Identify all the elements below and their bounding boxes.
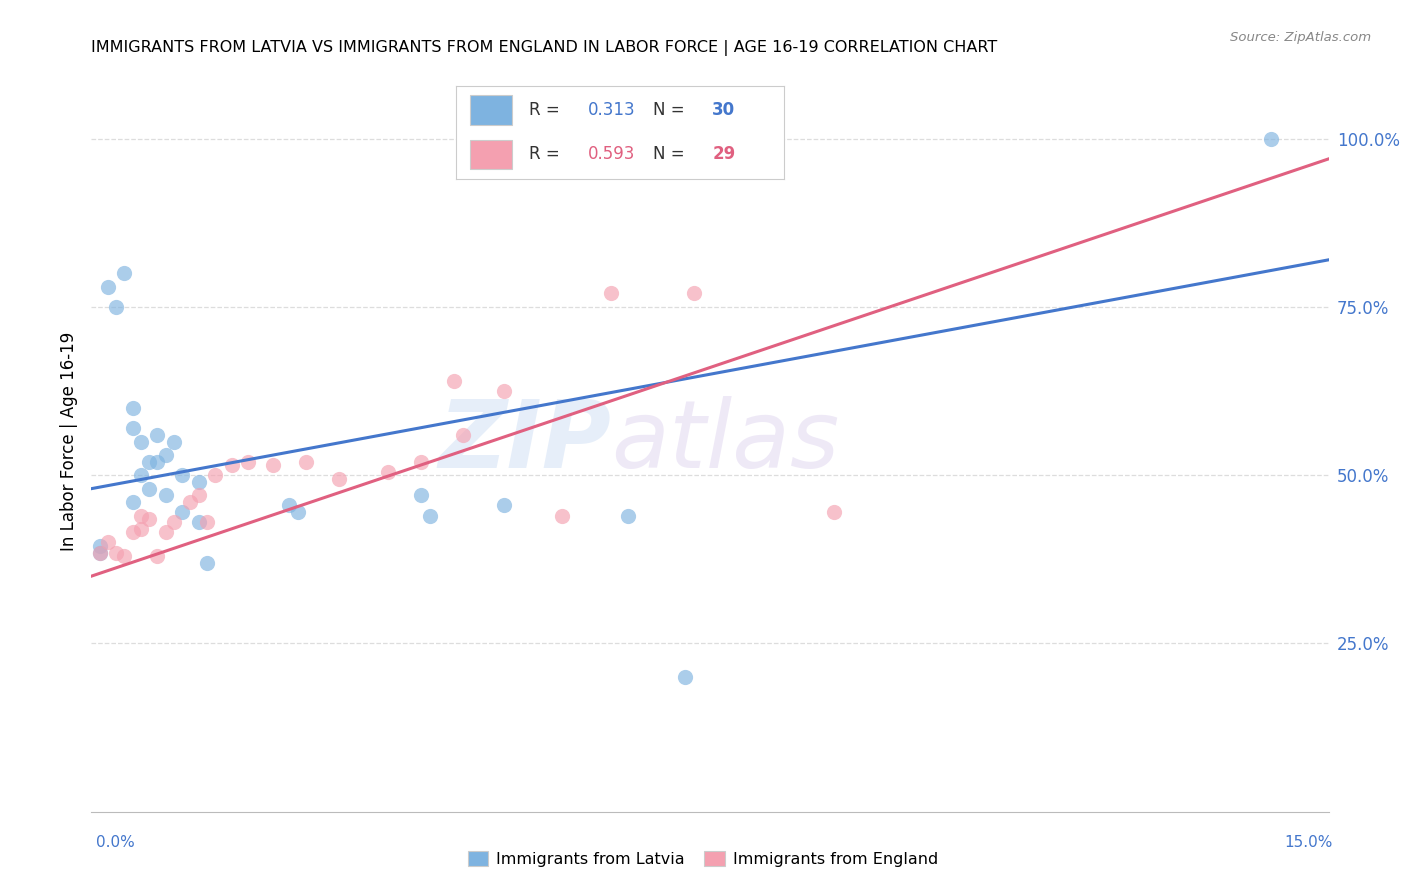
Point <box>105 546 128 560</box>
Point <box>682 286 704 301</box>
Point <box>492 499 515 513</box>
Point <box>129 434 152 449</box>
Point <box>121 495 143 509</box>
Point <box>89 546 111 560</box>
Text: ZIP: ZIP <box>439 395 612 488</box>
Point <box>195 516 218 530</box>
Point <box>172 468 194 483</box>
Point <box>105 300 128 314</box>
Point <box>187 475 209 489</box>
Text: 0.0%: 0.0% <box>96 836 135 850</box>
Point <box>112 549 135 563</box>
Point <box>163 516 186 530</box>
Point <box>112 266 135 280</box>
Point <box>278 499 301 513</box>
Text: atlas: atlas <box>612 396 839 487</box>
Point <box>121 421 143 435</box>
Point <box>262 458 284 472</box>
Point <box>550 508 572 523</box>
Point <box>411 455 433 469</box>
Point <box>138 455 160 469</box>
Text: 15.0%: 15.0% <box>1285 836 1333 850</box>
Point <box>129 508 152 523</box>
Legend: Immigrants from Latvia, Immigrants from England: Immigrants from Latvia, Immigrants from … <box>461 845 945 873</box>
Point <box>121 401 143 415</box>
Point <box>328 472 350 486</box>
Point <box>138 482 160 496</box>
Text: IMMIGRANTS FROM LATVIA VS IMMIGRANTS FROM ENGLAND IN LABOR FORCE | AGE 16-19 COR: IMMIGRANTS FROM LATVIA VS IMMIGRANTS FRO… <box>91 40 998 56</box>
Point <box>443 374 465 388</box>
Point <box>187 516 209 530</box>
Point <box>155 525 177 540</box>
Point <box>492 384 515 398</box>
Point <box>287 505 309 519</box>
Point <box>129 522 152 536</box>
Point <box>129 468 152 483</box>
Point <box>451 427 474 442</box>
Point <box>204 468 226 483</box>
Point <box>89 546 111 560</box>
Text: Source: ZipAtlas.com: Source: ZipAtlas.com <box>1230 31 1371 45</box>
Point <box>138 512 160 526</box>
Point <box>97 535 120 549</box>
Point <box>411 488 433 502</box>
Point <box>172 505 194 519</box>
Point <box>236 455 259 469</box>
Point <box>616 508 638 523</box>
Point <box>377 465 399 479</box>
Point <box>187 488 209 502</box>
Point <box>673 670 696 684</box>
Point <box>121 525 143 540</box>
Point <box>1260 131 1282 145</box>
Point <box>89 539 111 553</box>
Point <box>195 556 218 570</box>
Point <box>146 549 169 563</box>
Y-axis label: In Labor Force | Age 16-19: In Labor Force | Age 16-19 <box>59 332 77 551</box>
Point <box>146 427 169 442</box>
Point <box>146 455 169 469</box>
Point <box>419 508 441 523</box>
Point <box>600 286 623 301</box>
Point <box>221 458 243 472</box>
Point <box>163 434 186 449</box>
Point <box>823 505 845 519</box>
Point <box>155 488 177 502</box>
Point <box>97 279 120 293</box>
Point <box>179 495 201 509</box>
Point <box>295 455 318 469</box>
Point <box>155 448 177 462</box>
